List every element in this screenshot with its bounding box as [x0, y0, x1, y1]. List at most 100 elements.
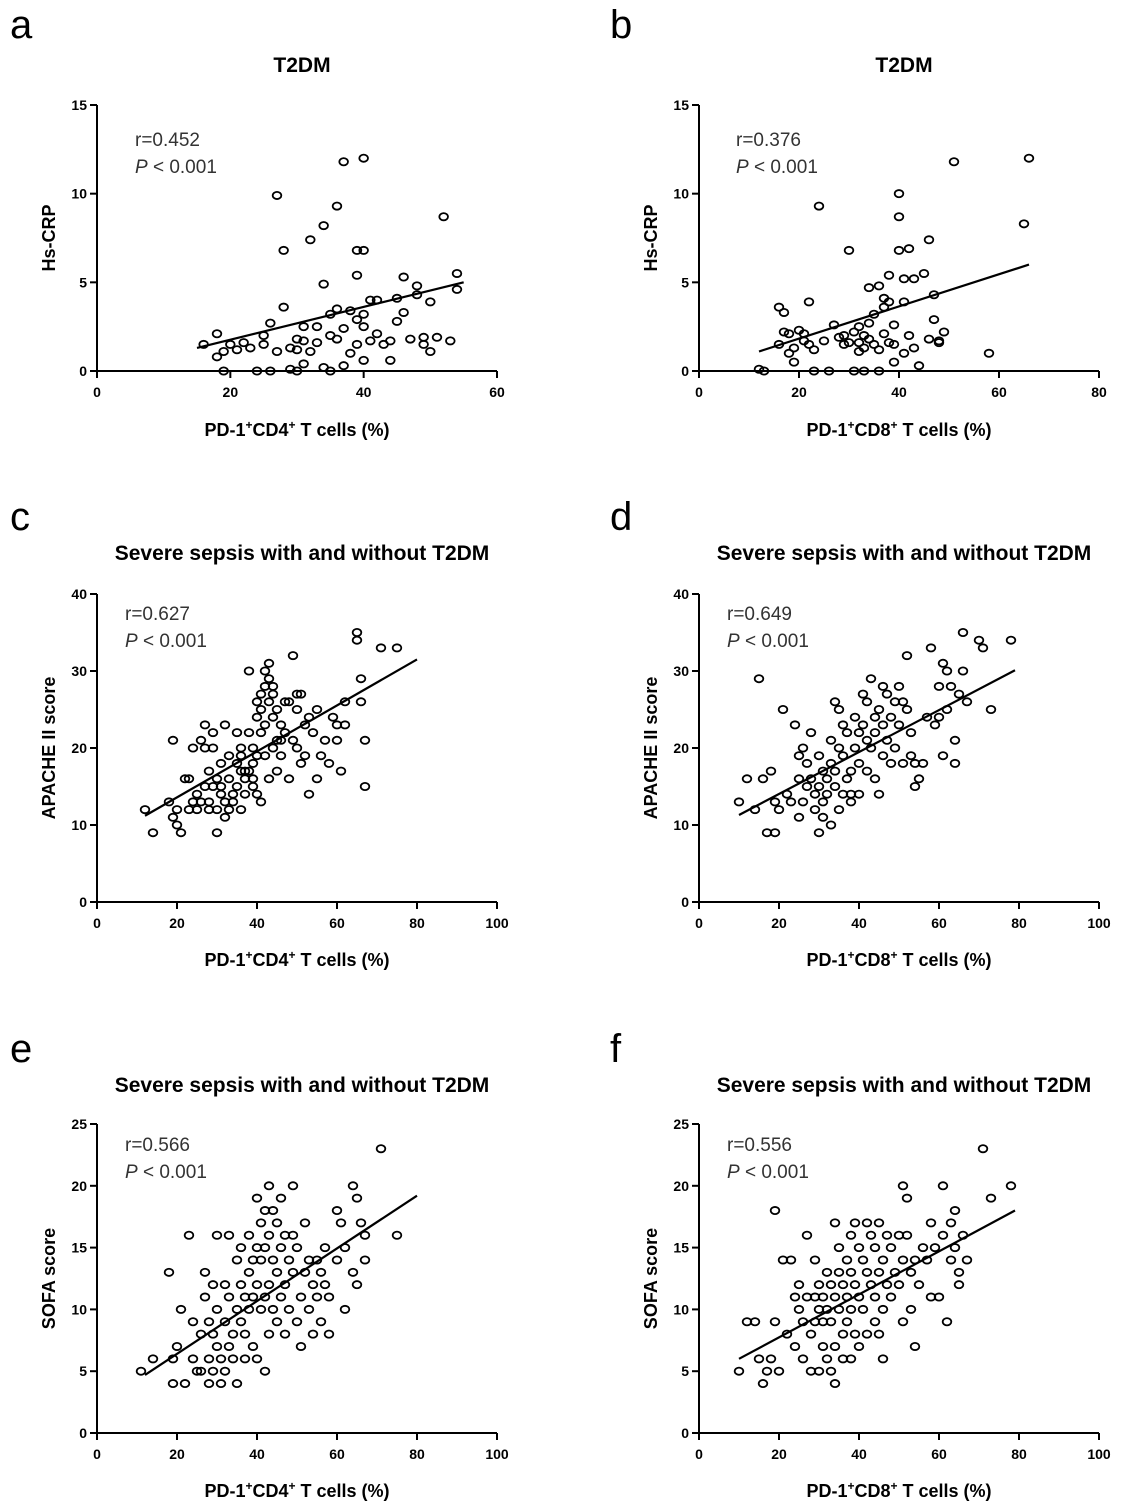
data-point	[275, 735, 287, 745]
panel-letter: c	[10, 495, 30, 539]
y-tick-label: 0	[681, 894, 689, 910]
data-point	[183, 1230, 195, 1240]
data-point	[235, 751, 247, 761]
data-point	[905, 728, 917, 738]
data-point	[295, 1292, 307, 1302]
data-point	[861, 1267, 873, 1277]
data-point	[163, 1267, 175, 1277]
regression-line	[196, 281, 464, 350]
data-point	[883, 297, 895, 307]
data-point	[849, 1280, 861, 1290]
data-point	[251, 1193, 263, 1203]
x-tick-label: 100	[485, 1446, 509, 1462]
data-point	[251, 789, 263, 799]
data-point	[298, 322, 309, 332]
data-point	[323, 1292, 335, 1302]
data-point	[223, 1292, 235, 1302]
x-tick-label: 80	[409, 1446, 425, 1462]
data-point	[345, 306, 356, 316]
data-point	[897, 758, 909, 768]
data-point	[255, 1218, 267, 1228]
y-axis-label: APACHE II score	[39, 677, 59, 820]
data-point	[865, 1230, 877, 1240]
data-point	[163, 797, 175, 807]
data-point	[903, 331, 915, 341]
data-point	[817, 812, 829, 822]
y-tick-label: 20	[71, 1178, 87, 1194]
data-point	[283, 697, 295, 707]
data-point	[291, 345, 303, 355]
x-tick-label: 20	[771, 915, 787, 931]
data-point	[425, 346, 436, 356]
data-point	[933, 1292, 945, 1302]
x-tick-label: 40	[356, 384, 372, 400]
data-point	[949, 1243, 961, 1253]
x-axis-label: PD-1+CD4+ T cells (%)	[204, 1479, 389, 1501]
y-axis-label: SOFA score	[641, 1228, 661, 1329]
data-point	[411, 290, 423, 300]
data-point	[311, 338, 323, 348]
data-point	[833, 743, 845, 753]
data-point	[849, 712, 861, 722]
x-tick-label: 80	[1011, 1446, 1027, 1462]
data-point	[238, 338, 249, 348]
data-point	[183, 774, 195, 784]
data-point	[797, 743, 809, 753]
p-value: P < 0.001	[135, 157, 217, 178]
data-point	[347, 1267, 359, 1277]
data-point	[211, 828, 223, 838]
correlation-r: r=0.376	[736, 130, 801, 151]
data-point	[327, 712, 339, 722]
data-point	[135, 1366, 147, 1376]
data-point	[893, 212, 905, 222]
y-tick-label: 0	[79, 363, 87, 379]
data-point	[271, 190, 283, 200]
y-tick-label: 40	[673, 586, 689, 602]
data-point	[825, 1366, 837, 1376]
data-point	[398, 272, 409, 282]
data-point	[351, 315, 363, 325]
data-point	[861, 1218, 873, 1228]
data-point	[825, 1280, 837, 1290]
data-point	[291, 705, 303, 715]
data-point	[263, 1329, 275, 1339]
data-point	[275, 1193, 287, 1203]
data-point	[243, 766, 255, 776]
data-point	[247, 1341, 259, 1351]
data-point	[391, 293, 403, 303]
x-tick-label: 0	[695, 1446, 703, 1462]
y-tick-label: 10	[71, 817, 87, 833]
data-point	[861, 766, 873, 776]
data-point	[857, 1304, 869, 1314]
data-point	[263, 674, 275, 684]
data-point	[863, 334, 875, 344]
data-point	[311, 1255, 323, 1265]
data-point	[167, 1379, 179, 1389]
data-point	[817, 766, 829, 776]
data-point	[215, 1379, 227, 1389]
data-point	[275, 720, 287, 730]
x-tick-label: 80	[409, 915, 425, 931]
data-point	[933, 338, 945, 348]
y-tick-label: 15	[71, 1240, 87, 1256]
data-point	[451, 284, 463, 294]
x-tick-label: 100	[1087, 915, 1111, 931]
chart-title: T2DM	[875, 54, 932, 77]
data-point	[187, 1354, 199, 1364]
data-point	[841, 728, 853, 738]
data-point	[231, 1304, 243, 1314]
data-point	[881, 1230, 893, 1240]
data-point	[325, 366, 336, 376]
data-point	[938, 327, 950, 337]
data-point	[917, 1243, 929, 1253]
data-point	[318, 279, 329, 289]
data-point	[865, 1280, 877, 1290]
data-point	[837, 751, 849, 761]
data-point	[275, 1243, 287, 1253]
data-point	[311, 322, 323, 332]
data-point	[223, 774, 235, 784]
panel-letter: d	[610, 495, 632, 539]
data-point	[265, 318, 276, 328]
data-point	[235, 805, 247, 815]
data-point	[371, 295, 383, 305]
